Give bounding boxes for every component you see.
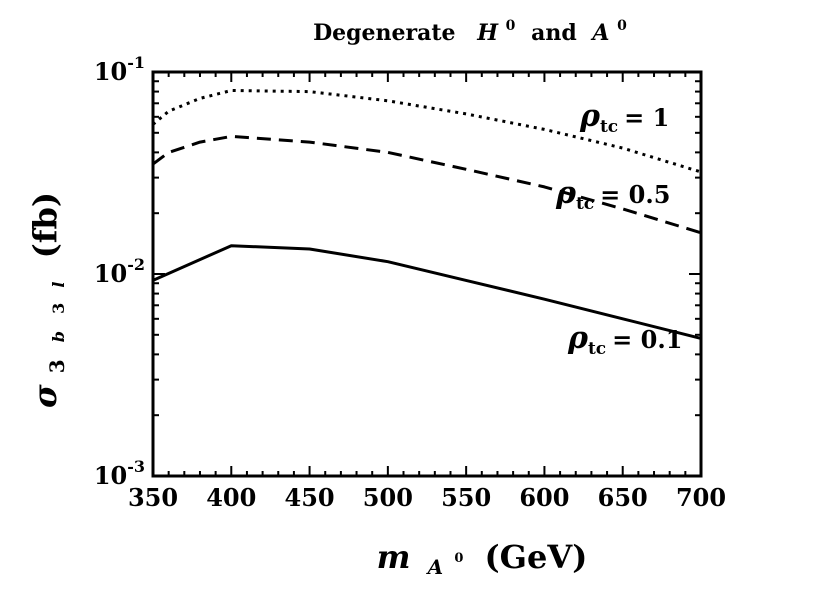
y-label-symbol: σ [26, 384, 64, 408]
x-tick-label: 600 [519, 483, 569, 512]
y-tick-label: 10-2 [94, 255, 145, 288]
y-label-unit: (fb) [26, 192, 64, 258]
x-tick-label: 450 [285, 483, 335, 512]
title-symbol-a: A [590, 20, 609, 46]
series-label-dotted: ρtc = 1 [579, 99, 669, 137]
series-label-solid: ρtc = 0.1 [567, 321, 682, 359]
x-label-subsup: 0 [454, 551, 463, 566]
series-line-solid [152, 244, 702, 340]
series-lines [152, 89, 702, 340]
x-tick-labels: 350 400 450 500 550 600 650 700 [128, 483, 726, 512]
title-symbol-h: H [476, 20, 499, 46]
axis-ticks [152, 72, 702, 477]
y-label-sub-b: b [49, 331, 68, 342]
y-tick-labels: 10-110-210-3 [94, 53, 145, 490]
title-sup-a: 0 [617, 18, 627, 34]
series-label-sub: tc [600, 117, 618, 137]
y-label-sub-3: 3 [45, 359, 69, 373]
y-label-sub-3b: 3 [49, 303, 68, 314]
series-label-value: = 0.1 [612, 325, 682, 354]
series-label-sub: tc [588, 339, 606, 359]
series-label-value: = 0.5 [600, 180, 670, 209]
title-text-2: and [531, 20, 577, 46]
plot-frame [151, 70, 703, 478]
x-tick-label: 500 [363, 483, 413, 512]
series-label-sub: tc [576, 194, 594, 214]
x-tick-label: 350 [128, 483, 178, 512]
x-tick-label: 650 [598, 483, 648, 512]
x-label-sub: A [426, 555, 444, 579]
y-tick-base: 10 [94, 461, 127, 490]
y-tick-exponent: -1 [127, 53, 145, 72]
y-tick-label: 10-3 [94, 457, 145, 490]
chart-title: Degenerate H 0 and A 0 [313, 10, 627, 46]
x-tick-label: 700 [676, 483, 726, 512]
series-label-symbol: ρ [567, 321, 589, 356]
series-line-dotted [152, 89, 702, 174]
series-label-value: = 1 [624, 103, 669, 132]
title-text-1: Degenerate [313, 20, 455, 46]
y-tick-base: 10 [94, 259, 127, 288]
series-line-dashed [152, 134, 702, 235]
y-tick-base: 10 [94, 57, 127, 86]
y-tick-exponent: -3 [127, 457, 145, 476]
x-tick-label: 400 [206, 483, 256, 512]
y-label-sub-l: l [49, 282, 68, 288]
x-tick-label: 550 [441, 483, 491, 512]
x-label-symbol: m [377, 538, 411, 576]
y-tick-exponent: -2 [127, 255, 145, 274]
series-label-symbol: ρ [579, 99, 601, 134]
x-label-unit: (GeV) [485, 538, 588, 576]
x-axis-label: m A 0 (GeV) [377, 532, 588, 582]
title-sup-h: 0 [506, 18, 516, 34]
series-label-symbol: ρ [555, 176, 577, 211]
series-label-dashed: ρtc = 0.5 [555, 176, 670, 214]
y-tick-label: 10-1 [94, 53, 145, 86]
y-axis-label: σ 3 b 3 l (fb) [26, 192, 72, 408]
